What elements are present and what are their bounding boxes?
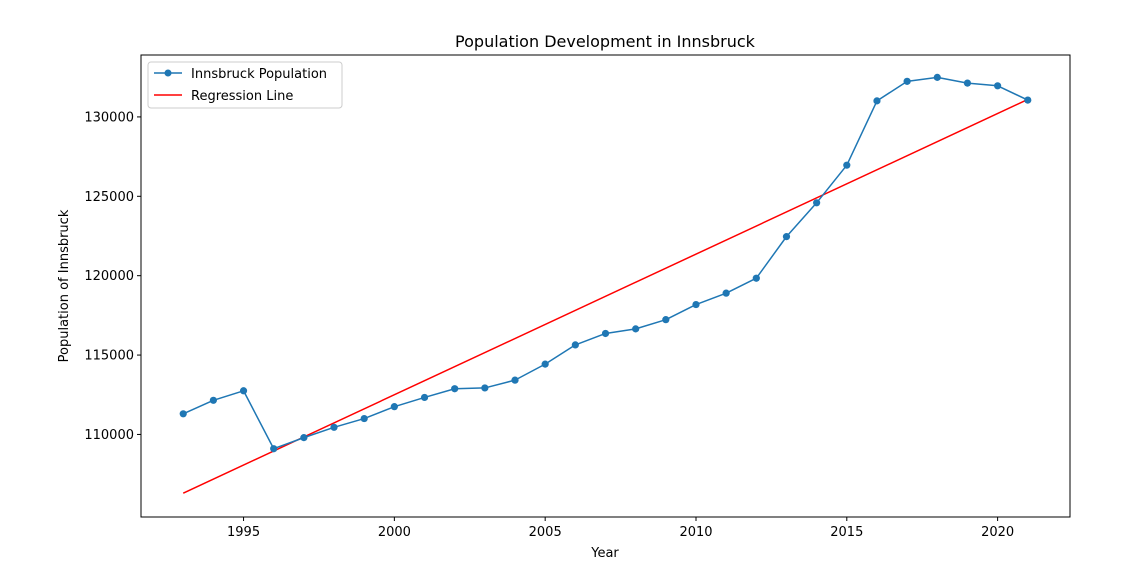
legend-box — [147, 61, 343, 109]
x-tick-label: 2020 — [981, 525, 1014, 540]
population-point — [722, 289, 730, 297]
series-layer — [179, 73, 1032, 494]
y-tick-label: 125000 — [84, 190, 134, 205]
population-point — [752, 274, 760, 282]
population-point — [481, 384, 489, 392]
population-point — [903, 77, 911, 85]
population-point — [420, 393, 429, 402]
chart-title: Population Development in Innsbruck — [455, 32, 756, 51]
plot-frame — [140, 54, 1071, 518]
population-point — [813, 199, 821, 207]
legend-label-regression: Regression Line — [191, 89, 293, 104]
population-point — [692, 300, 700, 309]
y-tick-label: 130000 — [84, 110, 134, 125]
x-axis-ticks: 1995 2000 2005 2010 2015 2020 — [227, 517, 1014, 540]
y-tick-label: 115000 — [84, 349, 134, 364]
population-point — [451, 385, 459, 393]
population-point — [632, 325, 640, 333]
population-point — [360, 414, 368, 423]
population-point — [390, 403, 398, 411]
population-point — [782, 233, 791, 241]
population-point — [933, 73, 941, 81]
population-point — [541, 360, 549, 368]
x-tick-label: 2015 — [830, 525, 863, 540]
population-point — [963, 79, 972, 87]
population-point — [571, 341, 579, 349]
x-axis-label: Year — [590, 546, 619, 561]
population-point — [873, 97, 881, 105]
y-tick-label: 120000 — [84, 269, 134, 284]
population-point — [511, 376, 519, 384]
x-tick-label: 1995 — [227, 525, 260, 540]
population-point — [179, 410, 187, 418]
population-point — [239, 387, 248, 395]
population-point — [662, 316, 670, 324]
regression-line — [182, 98, 1029, 494]
y-axis-label: Population of Innsbruck — [57, 209, 72, 362]
x-tick-label: 2005 — [529, 525, 562, 540]
legend: Innsbruck Population Regression Line — [147, 61, 343, 109]
y-axis-ticks: 110000 115000 120000 125000 130000 — [84, 110, 141, 443]
population-point — [209, 396, 217, 404]
population-point — [994, 82, 1002, 90]
legend-label-population: Innsbruck Population — [191, 67, 327, 82]
x-tick-label: 2000 — [378, 525, 411, 540]
population-point — [300, 434, 308, 442]
y-tick-label: 110000 — [84, 428, 134, 443]
legend-marker-population — [164, 69, 172, 77]
population-point — [843, 161, 851, 169]
population-point — [1024, 96, 1032, 104]
population-point — [330, 423, 338, 431]
population-point — [601, 329, 610, 338]
x-tick-label: 2010 — [679, 525, 712, 540]
population-point — [270, 445, 278, 453]
